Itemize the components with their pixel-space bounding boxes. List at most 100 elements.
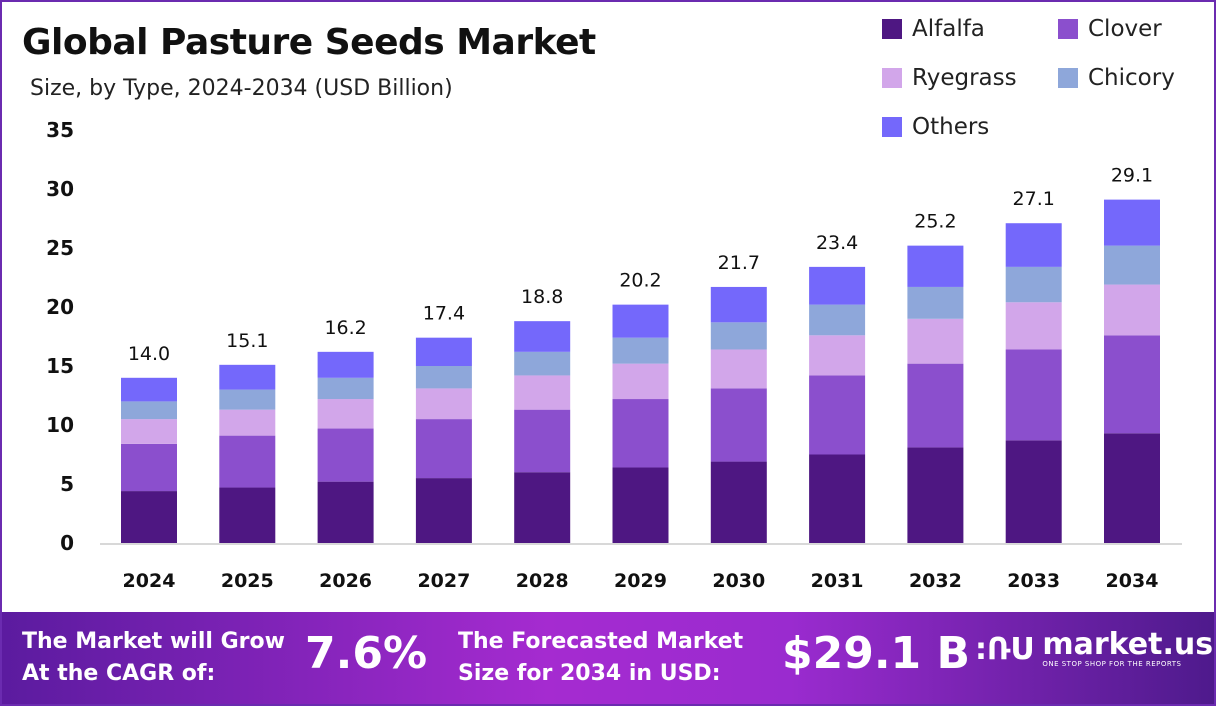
bar-segment-clover (121, 443, 177, 492)
bar-segment-ryegrass (612, 363, 669, 400)
y-tick-label: 15 (46, 354, 74, 378)
bar-segment-others (317, 351, 374, 378)
bar-segment-ryegrass (907, 318, 964, 364)
bar-total-label: 25.2 (914, 211, 956, 233)
legend-item-chicory: Chicory (1058, 65, 1175, 91)
legend-label: Chicory (1088, 65, 1175, 91)
bar-segment-alfalfa (317, 481, 374, 543)
cagr-label-line1: The Market will Grow (22, 629, 285, 654)
bar-segment-alfalfa (219, 487, 276, 543)
logo-icon: :ՌՍ (975, 631, 1033, 667)
x-tick-label: 2026 (319, 570, 372, 592)
bar-segment-others (612, 304, 669, 338)
logo-name: market.us (1042, 627, 1214, 662)
cagr-label: The Market will Grow At the CAGR of: (22, 626, 285, 690)
bar-total-label: 29.1 (1111, 165, 1153, 187)
bar-total-label: 21.7 (718, 252, 760, 274)
bar-segment-others (121, 377, 177, 402)
bar-total-label: 27.1 (1013, 188, 1055, 210)
bar-total-label: 15.1 (226, 330, 268, 352)
x-tick-label: 2032 (909, 570, 962, 592)
bar-total-label: 14.0 (128, 343, 170, 365)
legend-swatch (1058, 68, 1078, 88)
bar-segment-ryegrass (514, 375, 571, 410)
bar-total-label: 16.2 (324, 317, 366, 339)
x-tick-label: 2029 (614, 570, 667, 592)
legend-label: Clover (1088, 16, 1162, 42)
bar-segment-clover (809, 375, 866, 455)
x-tick-label: 2024 (123, 570, 176, 592)
y-tick-label: 20 (46, 295, 74, 319)
bar-segment-ryegrass (317, 399, 374, 429)
bar-segment-alfalfa (514, 472, 571, 543)
x-tick-label: 2025 (221, 570, 274, 592)
x-tick-label: 2030 (712, 570, 765, 592)
forecast-label-line2: Size for 2034 in USD: (458, 661, 721, 686)
legend-swatch (882, 117, 902, 137)
bar-segment-chicory (514, 351, 571, 376)
bar-segment-others (1005, 223, 1062, 267)
bar-segment-clover (317, 428, 374, 482)
bar-segment-chicory (1005, 266, 1062, 303)
bar-segment-ryegrass (415, 388, 472, 420)
bar-segment-chicory (809, 304, 866, 336)
bar-segment-alfalfa (809, 454, 866, 543)
bar-segment-clover (907, 363, 964, 448)
bar-segment-clover (514, 409, 571, 473)
x-tick-label: 2027 (417, 570, 470, 592)
bar-segment-alfalfa (710, 461, 767, 543)
cagr-value: 7.6% (305, 628, 428, 679)
bar-segment-alfalfa (907, 447, 964, 543)
bar-segment-others (1104, 199, 1160, 246)
bar-segment-ryegrass (1104, 284, 1160, 336)
legend-item-ryegrass: Ryegrass (882, 65, 1017, 91)
y-tick-label: 0 (60, 531, 74, 555)
bar-segment-chicory (907, 286, 964, 319)
bar-segment-alfalfa (1104, 433, 1160, 543)
legend-label: Ryegrass (912, 65, 1017, 91)
footer-banner: The Market will Grow At the CAGR of: 7.6… (0, 612, 1216, 706)
cagr-label-line2: At the CAGR of: (22, 661, 216, 686)
chart-subtitle: Size, by Type, 2024-2034 (USD Billion) (30, 76, 453, 101)
bar-segment-ryegrass (219, 409, 276, 436)
bar-segment-ryegrass (710, 349, 767, 389)
bar-segment-chicory (317, 377, 374, 400)
bar-segment-others (809, 266, 866, 305)
bar-segment-ryegrass (121, 419, 177, 444)
bar-segment-others (710, 286, 767, 323)
logo-tagline: ONE STOP SHOP FOR THE REPORTS (1042, 660, 1182, 668)
legend-item-alfalfa: Alfalfa (882, 16, 985, 42)
y-tick-label: 30 (46, 177, 74, 201)
bar-segment-ryegrass (809, 335, 866, 376)
bar-segment-others (415, 337, 472, 366)
bar-segment-alfalfa (121, 491, 177, 543)
legend-swatch (882, 68, 902, 88)
legend-label: Others (912, 114, 990, 140)
x-tick-label: 2031 (811, 570, 864, 592)
bar-segment-chicory (710, 322, 767, 350)
bar-segment-others (907, 245, 964, 287)
market-us-logo: :ՌՍ market.us ONE STOP SHOP FOR THE REPO… (975, 627, 1214, 669)
bar-segment-chicory (121, 401, 177, 420)
legend-item-clover: Clover (1058, 16, 1162, 42)
bar-segment-clover (612, 399, 669, 468)
bar-segment-clover (415, 419, 472, 479)
bar-total-label: 18.8 (521, 286, 563, 308)
bar-segment-clover (1104, 335, 1160, 434)
bar-segment-clover (1005, 349, 1062, 441)
bar-segment-ryegrass (1005, 302, 1062, 350)
bar-segment-others (219, 364, 276, 390)
bar-segment-alfalfa (415, 478, 472, 543)
bar-segment-chicory (219, 389, 276, 410)
bar-total-label: 17.4 (423, 303, 465, 325)
y-tick-label: 10 (46, 413, 74, 437)
forecast-label: The Forecasted Market Size for 2034 in U… (458, 626, 743, 690)
chart-title: Global Pasture Seeds Market (22, 22, 596, 63)
bar-total-label: 23.4 (816, 232, 858, 254)
bar-segment-clover (219, 435, 276, 488)
bar-segment-alfalfa (1005, 440, 1062, 543)
bar-segment-chicory (415, 366, 472, 389)
x-tick-label: 2033 (1007, 570, 1060, 592)
bar-total-label: 20.2 (619, 270, 661, 292)
legend-swatch (1058, 19, 1078, 39)
